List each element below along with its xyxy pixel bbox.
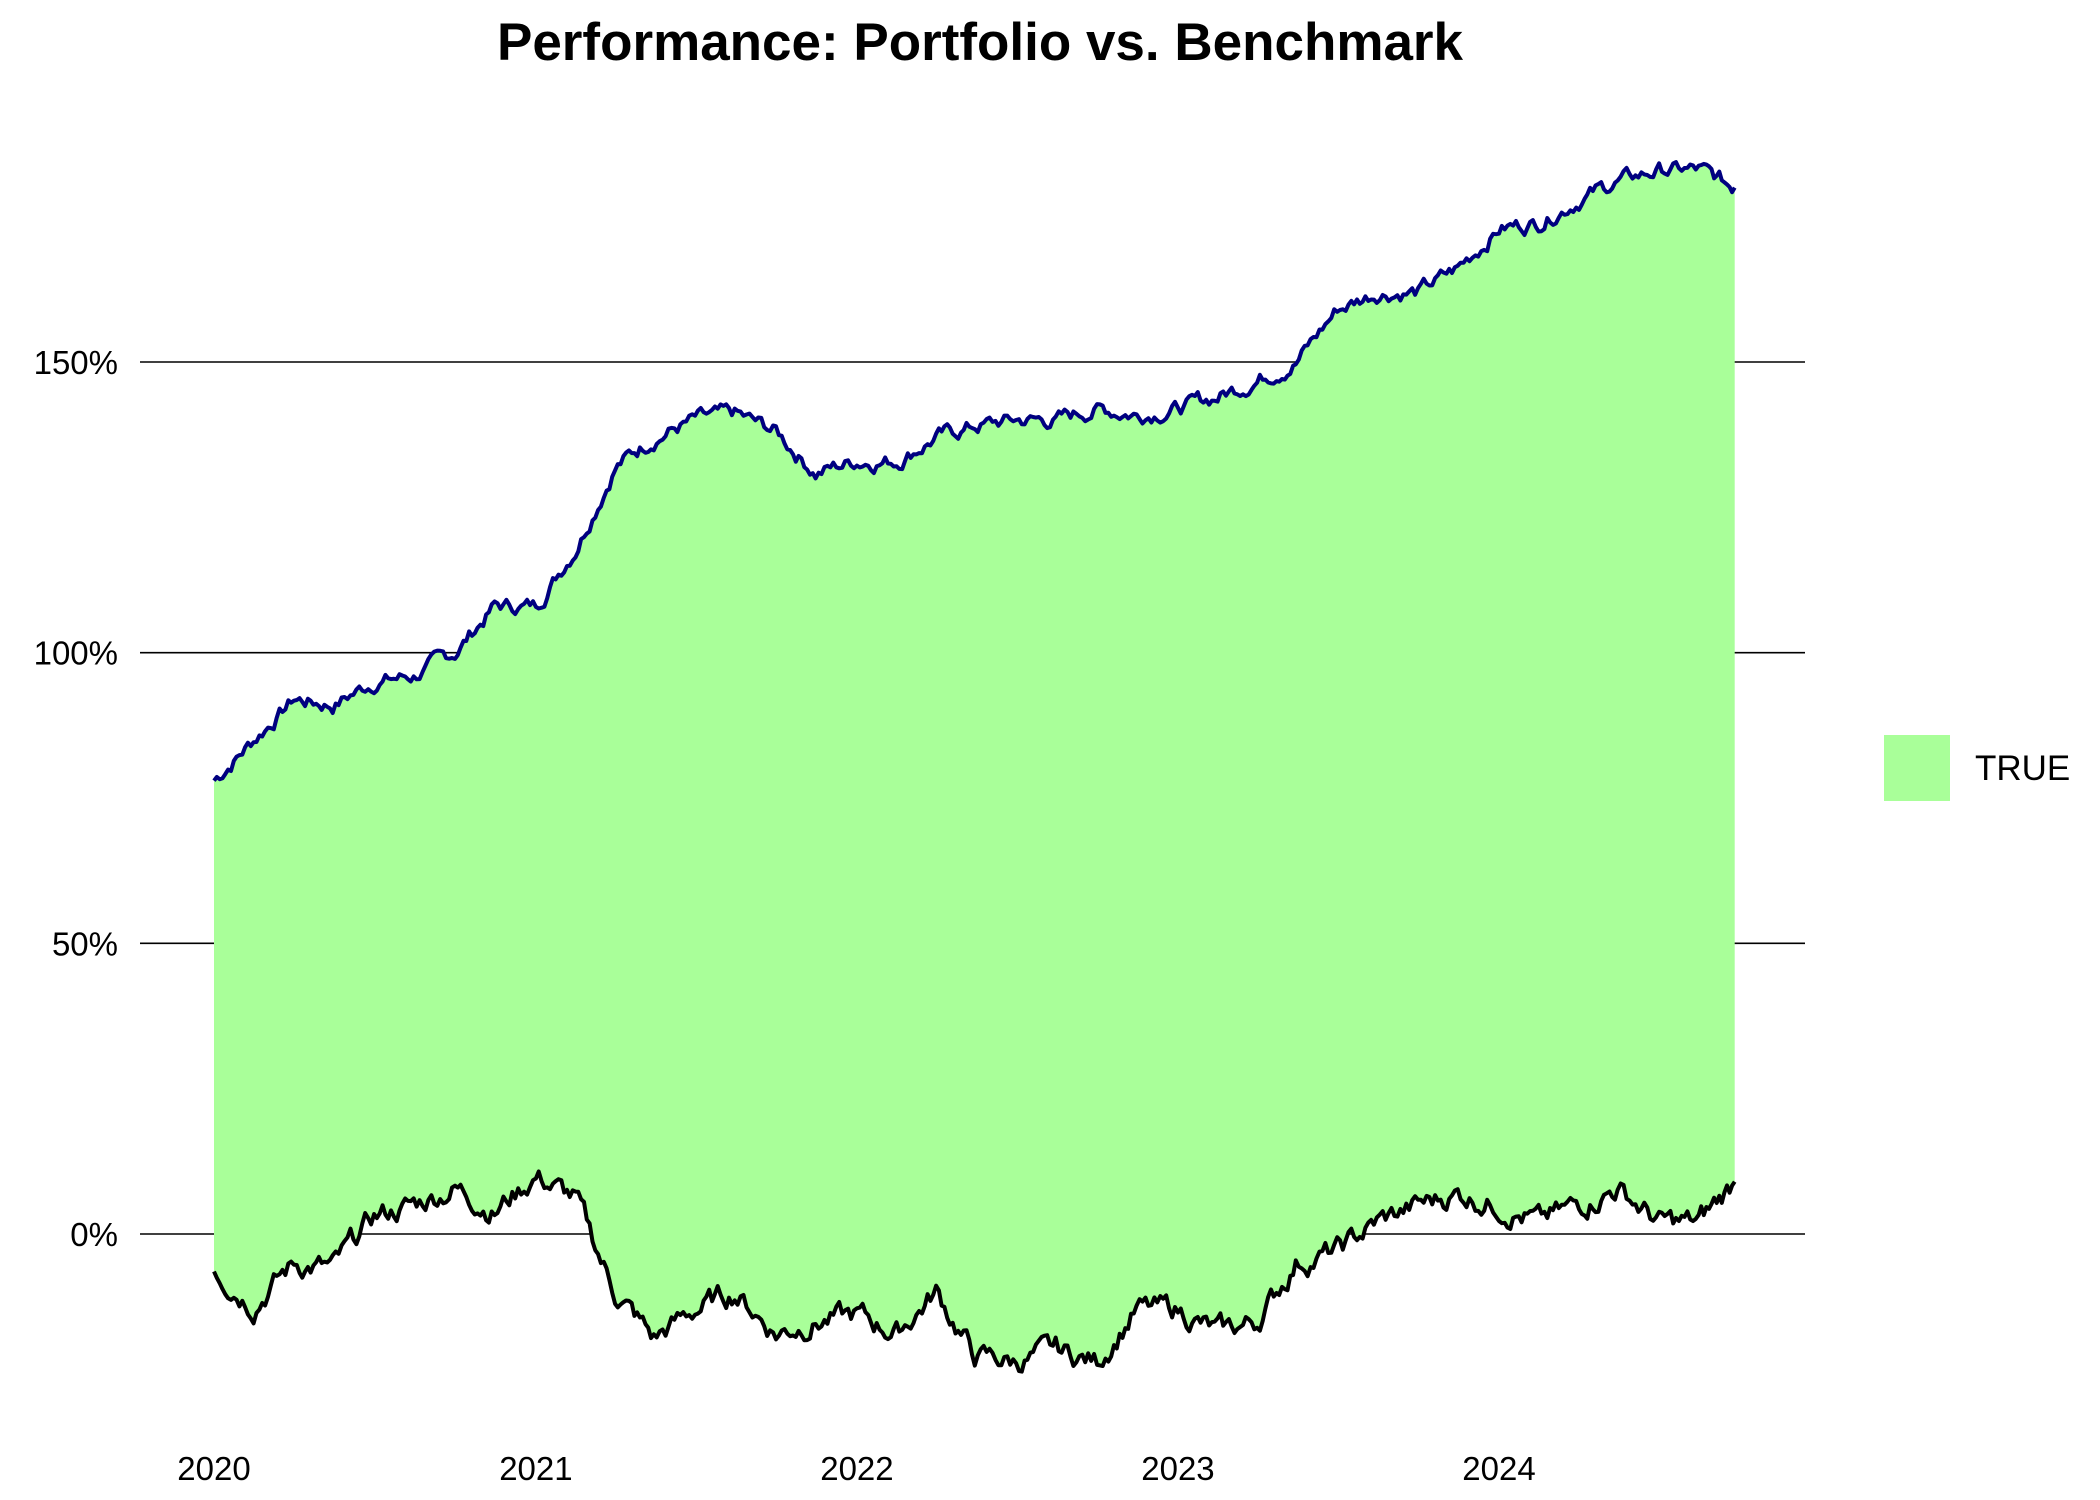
area-layer <box>214 162 1735 1372</box>
y-tick-label: 0% <box>70 1216 118 1253</box>
axis-labels: 0% 50% 100% 150% 2020 2021 2022 2023 2024 <box>34 344 1536 1487</box>
legend: TRUE <box>1884 735 2070 801</box>
y-tick-label: 50% <box>52 925 118 962</box>
y-tick-label: 100% <box>34 635 118 672</box>
x-tick-label: 2023 <box>1141 1450 1214 1487</box>
area-fill <box>214 162 1735 1372</box>
x-tick-label: 2024 <box>1462 1450 1535 1487</box>
y-tick-label: 150% <box>34 344 118 381</box>
legend-swatch <box>1884 735 1950 801</box>
benchmark-line <box>212 1169 1737 1374</box>
x-tick-label: 2020 <box>177 1450 250 1487</box>
x-tick-label: 2021 <box>499 1450 572 1487</box>
line-layer <box>212 160 1737 1374</box>
portfolio-line <box>212 160 1737 782</box>
legend-label: TRUE <box>1975 749 2070 788</box>
chart-title: Performance: Portfolio vs. Benchmark <box>497 13 1464 72</box>
x-tick-label: 2022 <box>820 1450 893 1487</box>
